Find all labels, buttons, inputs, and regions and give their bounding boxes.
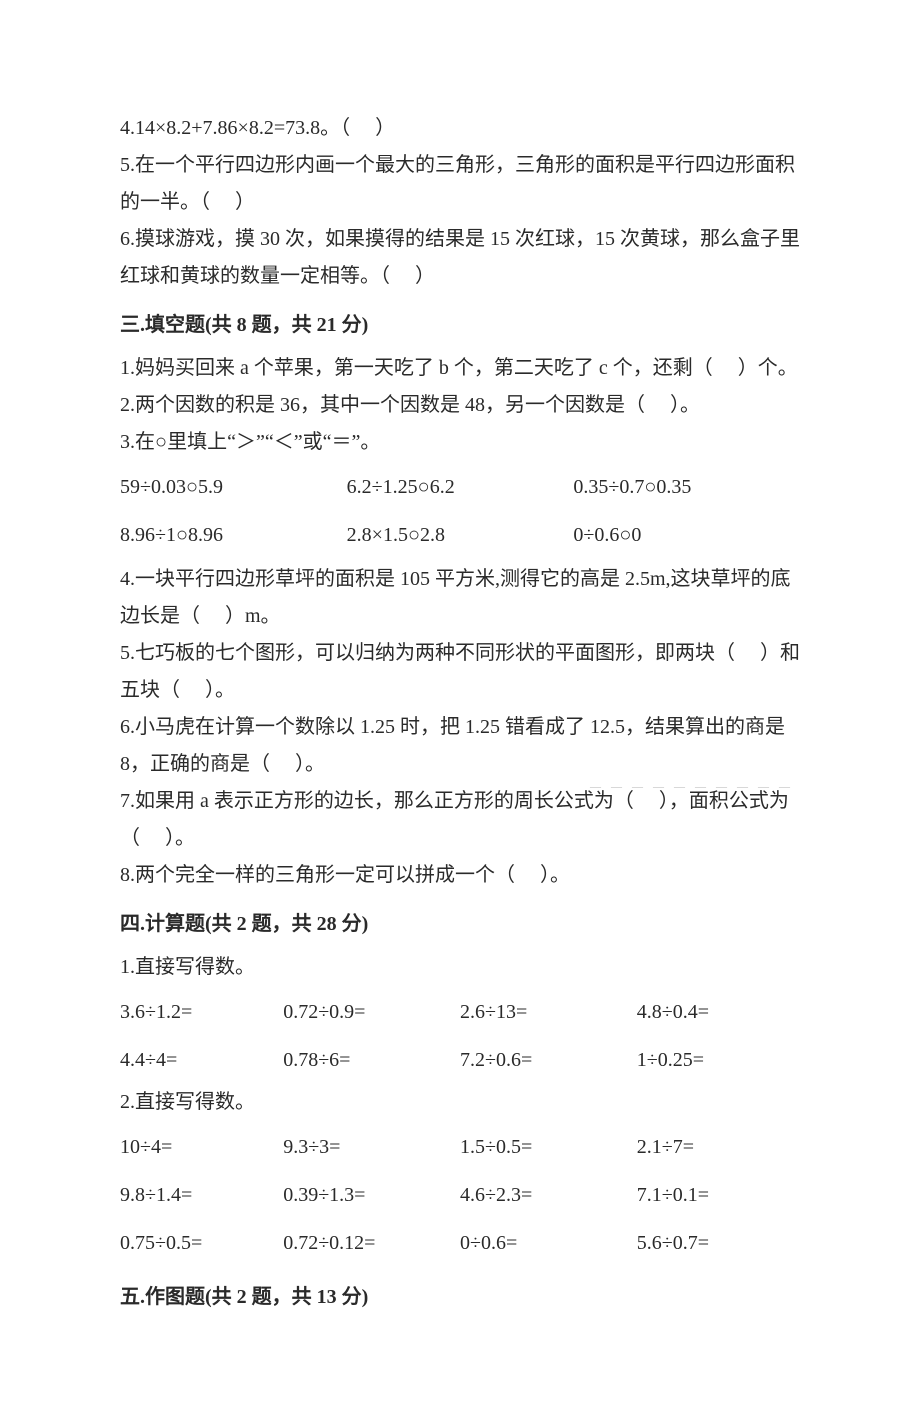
calc-cell: 0.78÷6= xyxy=(283,1036,460,1084)
s3-item-3: 3.在○里填上“＞”“＜”或“＝”。 xyxy=(120,424,800,461)
s2-item-5: 5.在一个平行四边形内画一个最大的三角形，三角形的面积是平行四边形面积的一半。（… xyxy=(120,147,800,221)
calc1-row-0: 3.6÷1.2= 0.72÷0.9= 2.6÷13= 4.8÷0.4= xyxy=(120,988,800,1036)
s3-item-2: 2.两个因数的积是 36，其中一个因数是 48，另一个因数是（ ）。 xyxy=(120,387,800,424)
s2-item-6: 6.摸球游戏，摸 30 次，如果摸得的结果是 15 次红球，15 次黄球，那么盒… xyxy=(120,221,800,295)
calc-cell: 0.39÷1.3= xyxy=(283,1171,460,1219)
compare-cell: 8.96÷1○8.96 xyxy=(120,511,347,559)
compare-cell: 0÷0.6○0 xyxy=(573,511,800,559)
calc-cell: 0÷0.6= xyxy=(460,1219,637,1267)
calc-cell: 0.72÷0.9= xyxy=(283,988,460,1036)
s3-item-5: 5.七巧板的七个图形，可以归纳为两种不同形状的平面图形，即两块（ ）和五块（ ）… xyxy=(120,635,800,709)
compare-row-0: 59÷0.03○5.9 6.2÷1.25○6.2 0.35÷0.7○0.35 xyxy=(120,463,800,511)
compare-cell: 6.2÷1.25○6.2 xyxy=(347,463,574,511)
calc2-label: 2.直接写得数。 xyxy=(120,1084,800,1121)
s3-item-8: 8.两个完全一样的三角形一定可以拼成一个（ ）。 xyxy=(120,857,800,894)
compare-row-1: 8.96÷1○8.96 2.8×1.5○2.8 0÷0.6○0 xyxy=(120,511,800,559)
calc-cell: 0.72÷0.12= xyxy=(283,1219,460,1267)
calc-cell: 5.6÷0.7= xyxy=(637,1219,800,1267)
calc-cell: 1÷0.25= xyxy=(637,1036,800,1084)
calc-cell: 4.4÷4= xyxy=(120,1036,283,1084)
calc-cell: 9.8÷1.4= xyxy=(120,1171,283,1219)
calc2-row-2: 0.75÷0.5= 0.72÷0.12= 0÷0.6= 5.6÷0.7= xyxy=(120,1219,800,1267)
section4-heading: 四.计算题(共 2 题，共 28 分) xyxy=(120,906,800,943)
calc2-row-0: 10÷4= 9.3÷3= 1.5÷0.5= 2.1÷7= xyxy=(120,1123,800,1171)
calc-cell: 0.75÷0.5= xyxy=(120,1219,283,1267)
calc1-label: 1.直接写得数。 xyxy=(120,949,800,986)
calc-cell: 1.5÷0.5= xyxy=(460,1123,637,1171)
s2-item-4: 4.14×8.2+7.86×8.2=73.8。（ ） xyxy=(120,110,800,147)
calc2-row-1: 9.8÷1.4= 0.39÷1.3= 4.6÷2.3= 7.1÷0.1= xyxy=(120,1171,800,1219)
section5-heading: 五.作图题(共 2 题，共 13 分) xyxy=(120,1279,800,1316)
calc-cell: 4.8÷0.4= xyxy=(637,988,800,1036)
s3-item-4: 4.一块平行四边形草坪的面积是 105 平方米,测得它的高是 2.5m,这块草坪… xyxy=(120,561,800,635)
s3-item-1: 1.妈妈买回来 a 个苹果，第一天吃了 b 个，第二天吃了 c 个，还剩（ ）个… xyxy=(120,350,800,387)
calc-cell: 7.2÷0.6= xyxy=(460,1036,637,1084)
s3-item-6: 6.小马虎在计算一个数除以 1.25 时，把 1.25 错看成了 12.5，结果… xyxy=(120,709,800,783)
s3-item-7: 7.如果用 a 表示正方形的边长，那么正方形的周长公式为（ ），面积公式为（ ）… xyxy=(120,783,800,857)
calc1-row-1: 4.4÷4= 0.78÷6= 7.2÷0.6= 1÷0.25= xyxy=(120,1036,800,1084)
calc-cell: 2.6÷13= xyxy=(460,988,637,1036)
calc-cell: 9.3÷3= xyxy=(283,1123,460,1171)
calc-cell: 10÷4= xyxy=(120,1123,283,1171)
compare-cell: 0.35÷0.7○0.35 xyxy=(573,463,800,511)
calc-cell: 7.1÷0.1= xyxy=(637,1171,800,1219)
calc-cell: 2.1÷7= xyxy=(637,1123,800,1171)
compare-cell: 2.8×1.5○2.8 xyxy=(347,511,574,559)
calc-cell: 4.6÷2.3= xyxy=(460,1171,637,1219)
section3-heading: 三.填空题(共 8 题，共 21 分) xyxy=(120,307,800,344)
calc-cell: 3.6÷1.2= xyxy=(120,988,283,1036)
compare-cell: 59÷0.03○5.9 xyxy=(120,463,347,511)
